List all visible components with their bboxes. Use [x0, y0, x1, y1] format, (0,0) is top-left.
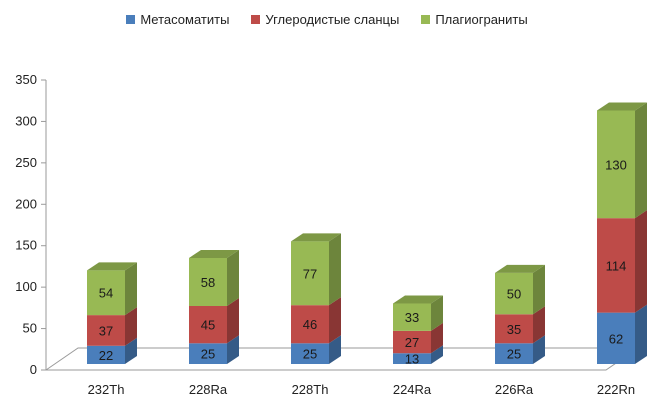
bar-segment-top — [189, 249, 239, 258]
data-label: 50 — [507, 287, 521, 302]
data-label: 62 — [609, 331, 623, 346]
bar-segment — [189, 306, 227, 344]
bar-segment-side — [431, 295, 443, 331]
y-axis-tick-label: 150 — [15, 238, 37, 253]
bar-segment-side — [431, 322, 443, 354]
data-label: 77 — [303, 266, 317, 281]
bar-segment — [87, 345, 125, 364]
bar-segment — [87, 315, 125, 346]
legend-item-carbonaceous-shales: Углеродистые сланцы — [251, 12, 399, 27]
data-label: 25 — [201, 347, 215, 362]
x-axis-tick-label: 226Ra — [495, 382, 534, 397]
y-axis-tick-label: 0 — [30, 362, 37, 377]
data-label: 35 — [507, 322, 521, 337]
bar-segment-side — [125, 307, 137, 346]
bar-segment-top — [495, 264, 545, 273]
bar-segment — [495, 272, 533, 315]
legend-label-plagiogranites: Плагиограниты — [435, 12, 528, 27]
bar-segment-side — [329, 233, 341, 306]
bar-segment-side — [431, 345, 443, 364]
bar-segment-side — [329, 335, 341, 364]
legend-label-carbonaceous-shales: Углеродистые сланцы — [265, 12, 400, 27]
bar-segment — [597, 110, 635, 219]
data-label: 33 — [405, 310, 419, 325]
bar-segment-side — [227, 249, 239, 306]
bar-segment-side — [635, 304, 647, 364]
data-label: 58 — [201, 275, 215, 290]
x-axis-tick-label: 228Th — [292, 382, 329, 397]
bar-segment — [495, 314, 533, 344]
bar-segment-top — [87, 262, 137, 271]
bar-segment — [87, 270, 125, 316]
bar-segment-side — [533, 264, 545, 315]
y-axis-tick-label: 300 — [15, 113, 37, 128]
y-axis-tick-label: 200 — [15, 196, 37, 211]
legend-swatch-carbonaceous-shales — [251, 15, 261, 24]
bar-segment-top — [597, 102, 647, 111]
legend-item-metasomatites: Метасоматиты — [126, 12, 229, 27]
bar-segment — [291, 241, 329, 306]
legend-swatch-plagiogranites — [421, 15, 431, 24]
bar-segment-side — [329, 297, 341, 344]
data-label: 27 — [405, 335, 419, 350]
y-axis-tick-label: 50 — [23, 321, 37, 336]
x-axis-tick-label: 232Th — [88, 382, 125, 397]
bar-segment — [597, 218, 635, 313]
data-label: 25 — [303, 347, 317, 362]
bar-segment — [393, 303, 431, 331]
bar-segment-top — [291, 233, 341, 242]
bar-segment — [393, 353, 431, 364]
bar-segment-side — [635, 102, 647, 219]
legend: Метасоматиты Углеродистые сланцы Плагиог… — [0, 12, 654, 27]
data-label: 37 — [99, 323, 113, 338]
bar-segment-side — [227, 298, 239, 344]
y-axis-tick-label: 350 — [15, 72, 37, 87]
bar-segment — [393, 330, 431, 354]
data-label: 130 — [605, 157, 627, 172]
legend-label-metasomatites: Метасоматиты — [140, 12, 230, 27]
x-axis-tick-label: 224Ra — [393, 382, 432, 397]
data-label: 54 — [99, 286, 113, 301]
bar-segment — [291, 343, 329, 364]
bar-segment-side — [635, 210, 647, 313]
bar-segment — [291, 305, 329, 344]
bar-segment — [189, 343, 227, 364]
y-axis-tick-label: 100 — [15, 279, 37, 294]
data-label: 22 — [99, 348, 113, 363]
legend-swatch-metasomatites — [126, 15, 136, 24]
data-label: 46 — [303, 317, 317, 332]
bar-segment-side — [533, 335, 545, 364]
data-label: 13 — [405, 352, 419, 367]
bar-segment-side — [227, 335, 239, 364]
x-axis-tick-label: 228Ra — [189, 382, 228, 397]
bar-segment-top — [393, 295, 443, 304]
bar-segment-side — [125, 262, 137, 316]
data-label: 114 — [606, 258, 627, 273]
x-axis-tick-label: 222Rn — [597, 382, 635, 397]
legend-item-plagiogranites: Плагиограниты — [421, 12, 528, 27]
data-label: 45 — [201, 318, 215, 333]
data-label: 25 — [507, 347, 521, 362]
bar-segment-side — [533, 306, 545, 344]
y-axis-tick-label: 250 — [15, 155, 37, 170]
bar-segment — [495, 343, 533, 364]
bar-segment-side — [125, 337, 137, 364]
bar-segment — [189, 257, 227, 306]
bar-segment — [597, 312, 635, 364]
